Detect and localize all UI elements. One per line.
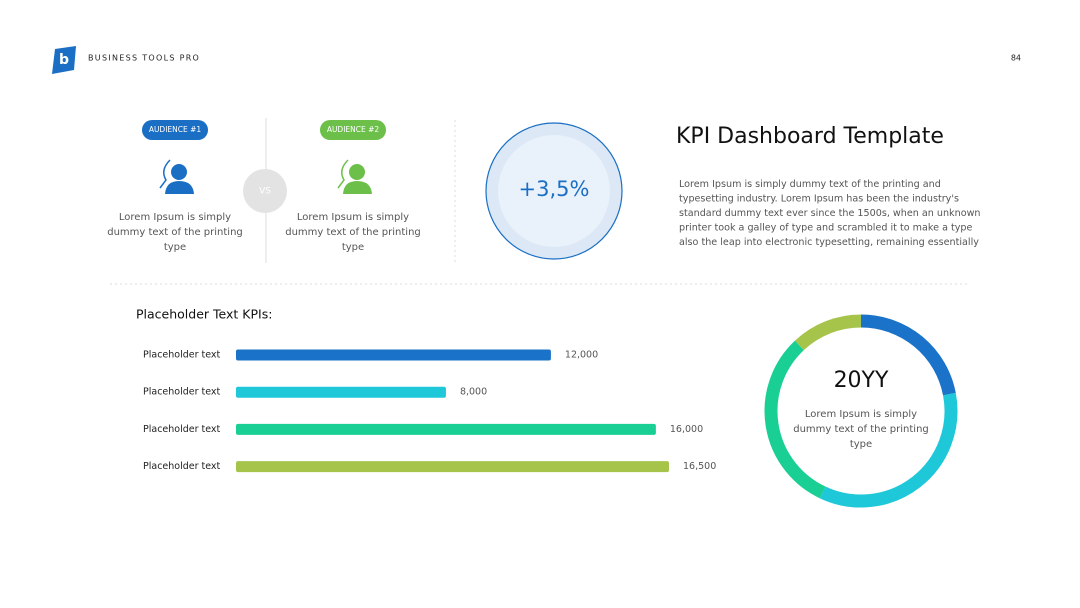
audience-text: type [164,242,186,253]
category-label: Placeholder text [143,461,221,472]
intro-text: Lorem Ipsum is simply dummy text of the … [679,179,941,190]
person-icon [337,159,372,194]
audience-label: AUDIENCE #1 [149,125,202,134]
audience-text: dummy text of the printing [107,227,243,238]
value-label: 12,000 [565,350,598,361]
donut-text: Lorem Ipsum is simply [805,409,917,420]
vs-label: VS [259,187,271,197]
value-label: 16,500 [683,461,716,472]
category-label: Placeholder text [143,424,221,435]
donut-title: 20YY [834,368,889,393]
donut-text: type [850,439,872,450]
donut-segment [819,392,958,508]
audience-label: AUDIENCE #2 [327,125,380,134]
kpi-circle [498,135,610,247]
donut-segment [860,314,956,396]
logo [52,46,76,74]
intro-text: also the leap into electronic typesettin… [679,237,979,248]
logo-letter: b [59,52,69,68]
donut-segment [794,314,862,351]
category-label: Placeholder text [143,387,221,398]
kpi-value: +3,5% [519,177,590,201]
person-icon [159,159,194,194]
donut-segment [764,340,826,499]
audience-text: Lorem Ipsum is simply [119,212,231,223]
category-label: Placeholder text [143,350,221,361]
vs-circle [243,169,287,213]
bar [236,386,446,398]
donut-text: dummy text of the printing [793,424,929,435]
chart-title: Placeholder Text KPIs: [136,307,272,322]
brand: BUSINESS TOOLS PRO [88,54,200,63]
bar [236,461,669,473]
bar [236,349,551,361]
audience-pill [320,120,386,140]
page-number: 84 [1011,54,1021,63]
intro-title: KPI Dashboard Template [676,124,944,149]
intro-text: typesetting industry. Lorem Ipsum has be… [679,194,959,205]
audience-text: Lorem Ipsum is simply [297,212,409,223]
value-label: 8,000 [460,387,487,398]
audience-text: type [342,242,364,253]
intro-text: standard dummy text ever since the 1500s… [679,208,981,219]
audience-pill [142,120,208,140]
audience-text: dummy text of the printing [285,227,421,238]
bar [236,423,656,435]
intro-text: printer took a galley of type and scramb… [679,223,973,234]
value-label: 16,000 [670,424,703,435]
